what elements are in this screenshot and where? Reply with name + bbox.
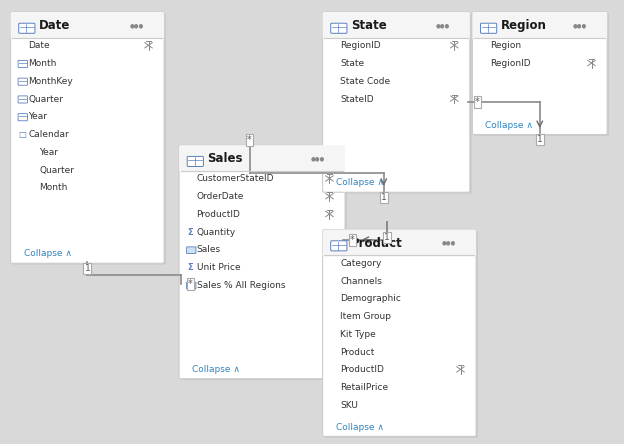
Text: StateID: StateID (340, 95, 374, 103)
Text: Region: Region (500, 19, 547, 32)
FancyBboxPatch shape (11, 12, 164, 263)
Text: State Code: State Code (340, 77, 390, 86)
Text: Month: Month (28, 59, 56, 68)
Text: 1: 1 (384, 233, 390, 242)
Text: State: State (340, 59, 364, 68)
FancyBboxPatch shape (324, 231, 478, 438)
Text: Item Group: Item Group (340, 312, 391, 321)
Text: Kit Type: Kit Type (340, 330, 376, 339)
Text: ●●●: ●●● (130, 23, 144, 28)
Text: Date: Date (28, 41, 50, 50)
FancyBboxPatch shape (480, 23, 497, 33)
Text: Sales: Sales (207, 152, 243, 165)
Text: OrderDate: OrderDate (197, 192, 244, 201)
FancyBboxPatch shape (11, 12, 164, 39)
Text: Sales % All Regions: Sales % All Regions (197, 281, 285, 290)
Text: ●●●: ●●● (311, 156, 325, 161)
Text: Unit Price: Unit Price (197, 263, 240, 272)
FancyBboxPatch shape (323, 12, 470, 192)
Text: Collapse ∧: Collapse ∧ (24, 250, 72, 258)
Text: 1: 1 (381, 193, 387, 202)
Text: Product: Product (340, 348, 374, 357)
FancyBboxPatch shape (19, 23, 35, 33)
FancyBboxPatch shape (179, 145, 345, 172)
Text: Sales: Sales (197, 246, 221, 254)
Text: MonthKey: MonthKey (28, 77, 73, 86)
FancyBboxPatch shape (324, 13, 472, 194)
FancyBboxPatch shape (187, 156, 203, 166)
Text: Σ: Σ (187, 263, 193, 272)
FancyBboxPatch shape (323, 230, 476, 436)
Text: *: * (350, 235, 355, 245)
Text: Quarter: Quarter (28, 95, 63, 103)
Text: *: * (475, 97, 480, 107)
Text: SKU: SKU (340, 401, 358, 410)
FancyBboxPatch shape (179, 145, 345, 379)
Text: RegionID: RegionID (490, 59, 530, 68)
Text: Collapse ∧: Collapse ∧ (336, 178, 384, 187)
FancyBboxPatch shape (472, 12, 607, 135)
FancyBboxPatch shape (187, 247, 196, 254)
FancyBboxPatch shape (331, 241, 347, 251)
Text: Date: Date (39, 19, 70, 32)
Text: Σ: Σ (187, 228, 193, 237)
FancyBboxPatch shape (474, 13, 609, 136)
FancyBboxPatch shape (323, 12, 470, 39)
Text: Month: Month (39, 183, 67, 192)
FancyBboxPatch shape (181, 147, 347, 380)
Text: 1: 1 (84, 264, 90, 273)
FancyBboxPatch shape (187, 282, 196, 289)
Text: □: □ (19, 130, 27, 139)
Text: ProductID: ProductID (340, 365, 384, 374)
FancyBboxPatch shape (18, 114, 27, 121)
Text: Category: Category (340, 259, 381, 268)
Text: Quarter: Quarter (39, 166, 74, 174)
Text: ●●●: ●●● (442, 241, 456, 246)
Text: ●●●: ●●● (573, 23, 587, 28)
FancyBboxPatch shape (12, 13, 166, 265)
Text: ProductID: ProductID (197, 210, 240, 219)
Text: Quantity: Quantity (197, 228, 236, 237)
Text: Channels: Channels (340, 277, 382, 285)
Text: Region: Region (490, 41, 521, 50)
Text: Year: Year (39, 148, 58, 157)
Text: Demographic: Demographic (340, 294, 401, 303)
FancyBboxPatch shape (331, 23, 347, 33)
Text: Collapse ∧: Collapse ∧ (336, 423, 384, 432)
Text: *: * (188, 279, 193, 289)
FancyBboxPatch shape (18, 78, 27, 85)
Text: State: State (351, 19, 386, 32)
Text: CustomerStateID: CustomerStateID (197, 174, 274, 183)
FancyBboxPatch shape (18, 96, 27, 103)
Text: Calendar: Calendar (28, 130, 69, 139)
Text: Collapse ∧: Collapse ∧ (192, 365, 240, 374)
FancyBboxPatch shape (18, 60, 27, 67)
Text: 1: 1 (537, 135, 543, 144)
Text: ●●●: ●●● (436, 23, 450, 28)
Text: RegionID: RegionID (340, 41, 381, 50)
Text: Product: Product (351, 237, 402, 250)
Text: RetailPrice: RetailPrice (340, 383, 388, 392)
Text: Collapse ∧: Collapse ∧ (485, 121, 534, 130)
Text: Year: Year (28, 112, 47, 121)
Text: *: * (247, 135, 252, 145)
FancyBboxPatch shape (472, 12, 607, 39)
FancyBboxPatch shape (323, 230, 476, 257)
